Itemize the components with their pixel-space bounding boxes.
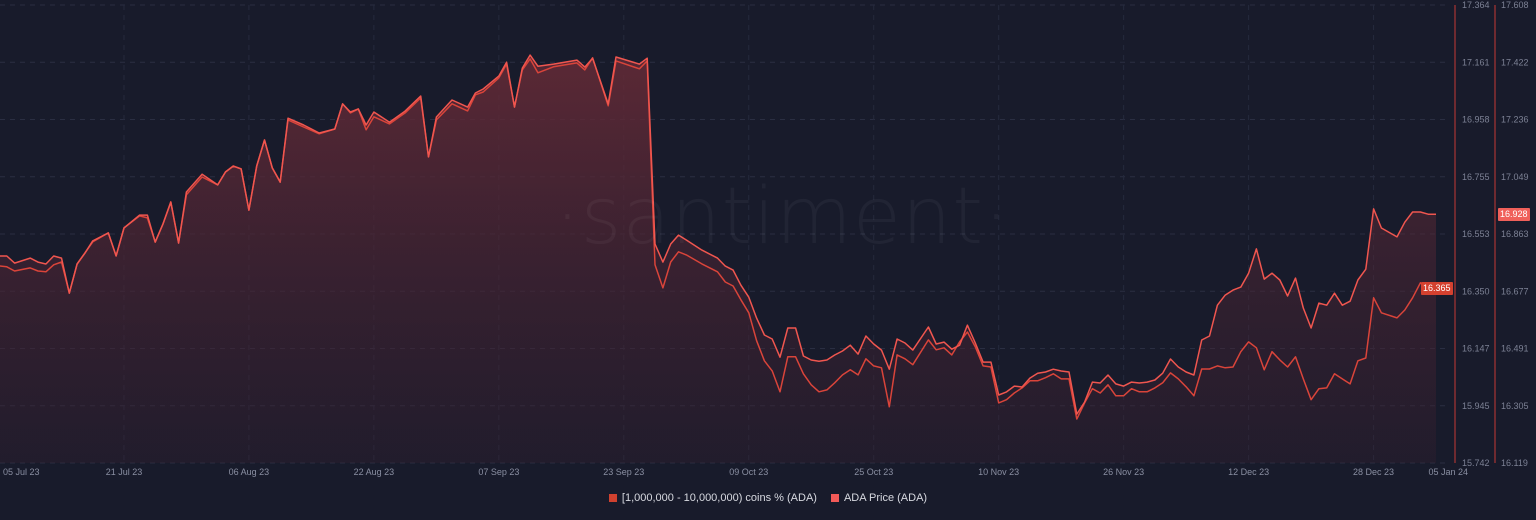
price-line xyxy=(0,54,1436,415)
series-lines xyxy=(0,54,1437,420)
x-axis-tick-label: 05 Jul 23 xyxy=(3,467,40,477)
left-axis-tick-label: 15.742 xyxy=(1462,458,1490,468)
x-axis-tick-label: 07 Sep 23 xyxy=(478,467,519,477)
x-axis-tick-label: 10 Nov 23 xyxy=(978,467,1019,477)
price-last-value-badge: 16.928 xyxy=(1498,208,1530,221)
left-axis-tick-label: 17.364 xyxy=(1462,0,1490,10)
right-axis-tick-label: 16.863 xyxy=(1501,229,1529,239)
right-axis-tick-label: 17.236 xyxy=(1501,115,1529,125)
right-axis-tick-label: 16.305 xyxy=(1501,401,1529,411)
x-axis-tick-label: 06 Aug 23 xyxy=(229,467,270,477)
right-axis-tick-label: 16.677 xyxy=(1501,286,1529,296)
legend-label-price: ADA Price (ADA) xyxy=(843,492,928,504)
right-axis-tick-label: 16.491 xyxy=(1501,344,1529,354)
left-axis-tick-label: 17.161 xyxy=(1462,57,1490,67)
x-axis-tick-label: 23 Sep 23 xyxy=(603,467,644,477)
x-axis-tick-label: 25 Oct 23 xyxy=(854,467,893,477)
legend-label-coins: [1,000,000 - 10,000,000) coins % (ADA) xyxy=(621,492,817,504)
legend-item-price[interactable]: ADA Price (ADA) xyxy=(830,492,928,504)
left-axis-tick-label: 16.755 xyxy=(1462,172,1490,182)
left-axis-tick-label: 16.350 xyxy=(1462,286,1490,296)
right-axis-tick-label: 16.119 xyxy=(1501,458,1528,468)
legend-item-coins[interactable]: [1,000,000 - 10,000,000) coins % (ADA) xyxy=(608,492,817,504)
x-axis-tick-label: 28 Dec 23 xyxy=(1353,467,1394,477)
axes: 17.364 17.161 16.958 16.755 16.553 16.350 16.1… xyxy=(3,0,1529,477)
left-axis-tick-label: 15.945 xyxy=(1462,401,1490,411)
legend-swatch-coins xyxy=(608,494,617,502)
x-axis-tick-label: 22 Aug 23 xyxy=(354,467,395,477)
right-axis-tick-label: 17.608 xyxy=(1501,0,1529,10)
right-axis-tick-label: 17.422 xyxy=(1501,57,1529,67)
left-axis-tick-label: 16.553 xyxy=(1462,229,1490,239)
coins-last-value-badge: 16.365 xyxy=(1421,282,1453,295)
x-axis-tick-label: 05 Jan 24 xyxy=(1428,467,1468,477)
x-axis-tick-label: 26 Nov 23 xyxy=(1103,467,1144,477)
legend: [1,000,000 - 10,000,000) coins % (ADA) A… xyxy=(0,492,1536,504)
x-axis-tick-label: 21 Jul 23 xyxy=(106,467,143,477)
right-axis-tick-label: 17.049 xyxy=(1501,172,1529,182)
left-axis-tick-label: 16.147 xyxy=(1462,344,1490,354)
left-axis-tick-label: 16.958 xyxy=(1462,115,1490,125)
x-axis-tick-label: 09 Oct 23 xyxy=(729,467,768,477)
legend-swatch-price xyxy=(830,494,839,502)
santiment-watermark: ·santiment· xyxy=(555,172,1010,262)
x-axis-tick-label: 12 Dec 23 xyxy=(1228,467,1269,477)
